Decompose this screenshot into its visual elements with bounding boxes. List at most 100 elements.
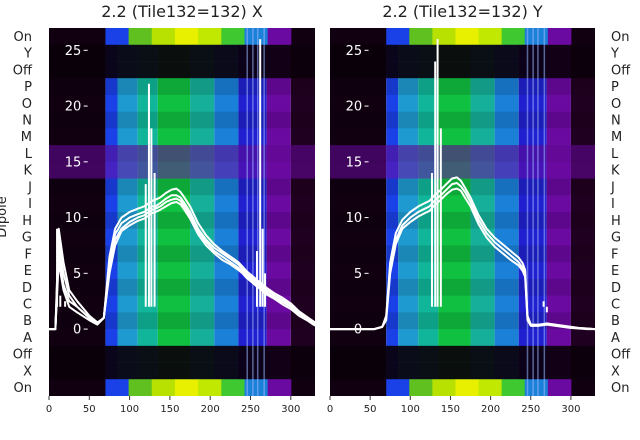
dipole-tick-label-left: P — [24, 80, 32, 95]
heatmap-band-8 — [266, 28, 291, 396]
heatmap-cells — [330, 28, 595, 396]
heatmap-hot-cell — [267, 28, 292, 45]
heatmap-row-shade — [49, 312, 315, 330]
heatmap-streak — [256, 28, 259, 396]
overlay-tick-label: 0 — [73, 323, 81, 338]
dipole-axis-label: Dipole — [0, 196, 10, 237]
heatmap-hot-cell — [501, 28, 526, 45]
heatmap-row-dark — [49, 345, 315, 363]
dipole-tick-label-right: O — [611, 97, 621, 112]
x-tick-label: 250 — [521, 404, 540, 415]
heatmap-hot-cell — [524, 379, 549, 396]
heatmap-streak — [252, 28, 254, 396]
dipole-tick-label-right: On — [611, 30, 629, 45]
heatmap-hot-cell — [198, 379, 222, 396]
dipole-tick-label-left: Off — [13, 348, 33, 363]
x-tick-label: 50 — [364, 404, 377, 415]
dipole-tick-label-left: A — [23, 331, 32, 346]
heatmap-hot-cell — [547, 379, 572, 396]
overlay-lines — [49, 39, 316, 331]
dipole-tick-label-right: X — [611, 364, 620, 379]
dipole-tick-label-left: L — [25, 147, 33, 162]
heatmap-streak — [526, 28, 529, 396]
heatmap-row-dark — [330, 44, 595, 62]
heatmap-hot-cell — [128, 379, 153, 396]
dipole-tick-label-right: Off — [611, 63, 631, 78]
dipole-tick-label-right: M — [611, 130, 622, 145]
heatmap-hot-cell — [478, 379, 503, 396]
heatmap-hot-cell — [432, 379, 456, 396]
heatmap-hot-cell — [524, 28, 549, 45]
heatmap-band-2 — [117, 28, 138, 396]
dipole-tick-label-left: K — [23, 164, 32, 179]
dipole-tick-label-right: D — [611, 281, 621, 296]
heatmap-band-4 — [438, 28, 471, 396]
overlay-tick-label: 25 — [346, 44, 363, 59]
heatmap-hot-cell — [386, 379, 410, 396]
heatmap-panel-y: 2.2 (Tile132=132) Y 0 5 10 15 20 250 50 100 150 20… — [327, 2, 596, 415]
heatmap-row-dark — [330, 345, 595, 363]
heatmap-row-shade — [49, 111, 315, 129]
heatmap-band-6 — [494, 28, 519, 396]
heatmap-cells — [49, 28, 315, 396]
dipole-tick-label-left: B — [23, 314, 32, 329]
heatmap-streak — [537, 28, 539, 396]
dipole-tick-label-left: M — [21, 130, 32, 145]
heatmap-streak — [263, 28, 265, 396]
heatmap-row-purple — [49, 145, 315, 162]
heatmap-hot-cell — [244, 28, 269, 45]
dipole-tick-label-left: I — [28, 197, 32, 212]
heatmap-row-shade — [330, 245, 595, 263]
dipole-tick-label-left: D — [22, 281, 32, 296]
x-tick-label: 300 — [281, 404, 300, 415]
heatmap-row-shade — [49, 278, 315, 296]
heatmap-row-shade — [330, 78, 595, 95]
x-tick-label: 150 — [441, 404, 460, 415]
dipole-tick-label-right: Y — [610, 47, 619, 62]
heatmap-row-dark — [49, 362, 315, 380]
heatmap-row-shade — [49, 78, 315, 95]
overlay-tick-label: 25 — [65, 44, 82, 59]
dipole-tick-label-right: C — [611, 298, 620, 313]
dipole-tick-label-right: On — [611, 381, 629, 396]
heatmap-hot-cell — [547, 28, 572, 45]
x-tick-label: 100 — [401, 404, 420, 415]
heatmap-band-0 — [330, 28, 387, 396]
dipole-tick-label-left: H — [22, 214, 32, 229]
dipole-tick-label-left: F — [25, 247, 32, 262]
dipole-tick-label-right: F — [611, 247, 618, 262]
heatmap-row-dark — [330, 61, 595, 79]
heatmap-row-shade — [330, 278, 595, 296]
dipole-tick-label-left: Off — [13, 63, 33, 78]
heatmap-band-2 — [398, 28, 419, 396]
dipole-tick-label-right: E — [611, 264, 619, 279]
heatmap-hot-cell — [221, 28, 245, 45]
heatmap-streak — [543, 28, 546, 396]
x-tick-label: 50 — [83, 404, 96, 415]
dipole-tick-label-left: On — [14, 30, 32, 45]
heatmap-hot-cell — [221, 379, 245, 396]
x-tick-label: 100 — [120, 404, 139, 415]
heatmap-hot-cell — [409, 379, 433, 396]
heatmap-hot-cell — [267, 379, 292, 396]
heatmap-row-shade — [330, 111, 595, 129]
dipole-tick-label-right: G — [611, 231, 621, 246]
heatmap-hot-cell — [386, 28, 410, 45]
heatmap-row-purple — [49, 161, 315, 179]
x-tick-label: 0 — [327, 404, 333, 415]
heatmap-hot-cell — [409, 28, 433, 45]
overlay-tick-label: 15 — [346, 155, 363, 170]
x-tick-label: 250 — [241, 404, 260, 415]
heatmap-hot-cell — [432, 28, 456, 45]
heatmap-hot-cell — [455, 28, 480, 45]
heatmap-streak — [532, 28, 534, 396]
dipole-tick-label-right: A — [611, 331, 620, 346]
dipole-tick-label-right: L — [611, 147, 619, 162]
heatmap-hot-cell — [151, 28, 176, 45]
dipole-tick-label-left: E — [24, 264, 32, 279]
x-tick-label: 150 — [160, 404, 179, 415]
overlay-lines — [330, 39, 596, 331]
heatmap-band-5 — [190, 28, 215, 396]
